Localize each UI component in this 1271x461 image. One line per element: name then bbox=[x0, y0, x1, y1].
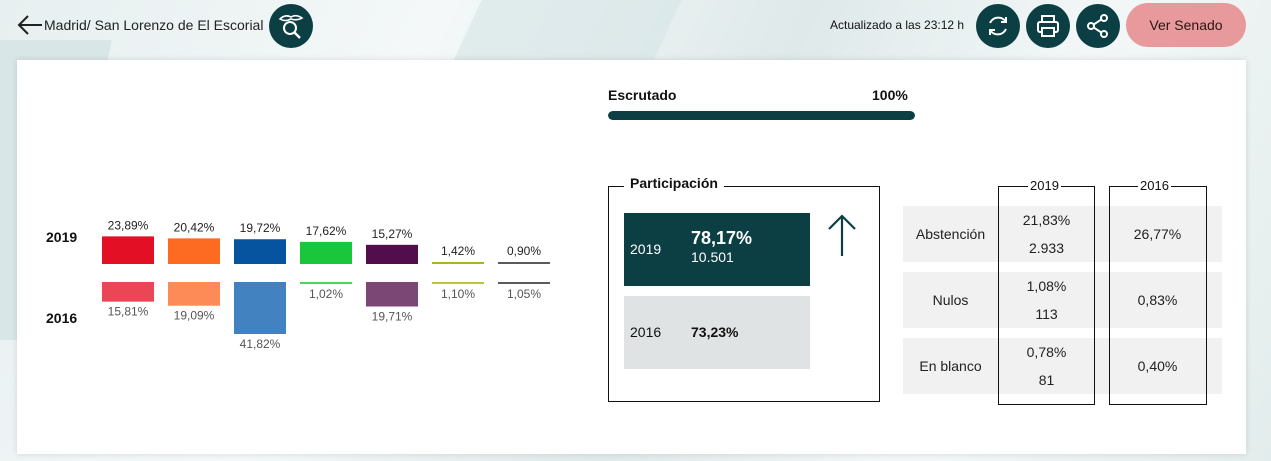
bar-2019 bbox=[234, 239, 286, 264]
column-2019-header: 2019 bbox=[1028, 178, 1061, 193]
column-2016-header: 2016 bbox=[1138, 178, 1171, 193]
nulos-2019-count: 113 bbox=[1035, 306, 1058, 322]
bar-2019 bbox=[432, 262, 484, 264]
row-label-nulos: Nulos bbox=[932, 292, 969, 308]
participacion-2019-pct: 78,17% bbox=[691, 228, 753, 248]
bar-label-2016: 19,09% bbox=[174, 309, 215, 323]
bar-2016 bbox=[234, 282, 286, 334]
series-label-2016: 2016 bbox=[46, 310, 77, 326]
bar-2016 bbox=[168, 282, 220, 306]
en-blanco-2019-count: 81 bbox=[1038, 372, 1055, 388]
table-row-abstencion bbox=[903, 206, 1222, 262]
participacion-2016: 2016 73,23% bbox=[624, 296, 810, 369]
bar-2016 bbox=[366, 282, 418, 307]
participacion-box bbox=[608, 186, 880, 402]
arrow-left-icon bbox=[17, 15, 42, 35]
updated-time: Actualizado a las 23:12 h bbox=[830, 18, 965, 32]
bar-label-2016: 1,05% bbox=[507, 287, 541, 301]
column-2019-box bbox=[998, 186, 1095, 405]
bar-2016 bbox=[300, 282, 352, 284]
bar-2019 bbox=[168, 238, 220, 264]
en-blanco-2016-pct: 0,40% bbox=[1137, 358, 1178, 374]
results-bar-chart: 2019 2016 23,89% 20,42% 19,72% 17,62% 15,27% 1,… bbox=[46, 218, 550, 351]
bar-label-2016: 41,82% bbox=[240, 337, 281, 351]
share-icon bbox=[1087, 14, 1108, 38]
bar-2019 bbox=[366, 244, 418, 264]
refresh-button[interactable] bbox=[976, 4, 1020, 48]
escrutado-progress bbox=[608, 111, 915, 120]
bar-2016 bbox=[432, 282, 484, 284]
bar-label-2016: 15,81% bbox=[108, 305, 149, 319]
arrow-up-icon bbox=[828, 214, 856, 256]
row-label-abstencion: Abstención bbox=[915, 226, 986, 242]
escrutado-progress-fill bbox=[608, 111, 915, 120]
bar-label-2016: 1,10% bbox=[441, 287, 475, 301]
share-button[interactable] bbox=[1076, 4, 1120, 48]
participacion-2019-year: 2019 bbox=[630, 241, 662, 257]
nulos-2019-pct: 1,08% bbox=[1026, 278, 1067, 294]
bar-label-2019: 23,89% bbox=[108, 218, 149, 232]
print-button[interactable] bbox=[1026, 4, 1070, 48]
results-card: 2019 2016 23,89% 20,42% 19,72% 17,62% 15,27% 1,… bbox=[17, 60, 1246, 454]
en-blanco-2019-pct: 0,78% bbox=[1026, 344, 1067, 360]
bar-label-2019: 17,62% bbox=[306, 224, 347, 238]
bar-label-2016: 1,02% bbox=[309, 287, 343, 301]
escrutado-value: 100% bbox=[872, 87, 908, 103]
bar-2019 bbox=[102, 236, 154, 264]
table-row-en-blanco bbox=[903, 338, 1222, 394]
search-map-button[interactable] bbox=[269, 4, 313, 48]
escrutado-label: Escrutado bbox=[608, 87, 677, 103]
bar-label-2019: 15,27% bbox=[372, 227, 413, 241]
search-map-icon bbox=[278, 14, 304, 39]
series-label-2019: 2019 bbox=[46, 229, 77, 245]
bar-label-2019: 1,42% bbox=[441, 244, 475, 258]
nulos-2016-pct: 0,83% bbox=[1137, 292, 1178, 308]
bar-label-2019: 0,90% bbox=[507, 244, 541, 258]
print-icon bbox=[1037, 15, 1059, 37]
column-2016-box bbox=[1109, 186, 1207, 405]
participacion-2016-year: 2016 bbox=[630, 324, 662, 340]
participacion-2016-pct: 73,23% bbox=[691, 324, 739, 340]
bar-label-2019: 19,72% bbox=[240, 221, 281, 235]
abstencion-2016-pct: 26,77% bbox=[1133, 226, 1182, 242]
bar-label-2016: 19,71% bbox=[372, 310, 413, 324]
table-row-nulos bbox=[903, 272, 1222, 328]
bar-2016 bbox=[102, 282, 154, 302]
participacion-title: Participación bbox=[624, 175, 724, 191]
bar-2016 bbox=[498, 282, 550, 284]
ver-senado-button[interactable]: Ver Senado bbox=[1126, 3, 1246, 47]
bar-2019 bbox=[300, 241, 352, 264]
refresh-icon bbox=[989, 16, 1007, 36]
participacion-2019: 2019 78,17% 10.501 bbox=[624, 213, 810, 286]
bar-label-2019: 20,42% bbox=[174, 220, 215, 234]
bar-2019 bbox=[498, 262, 550, 264]
participacion-2019-count: 10.501 bbox=[691, 249, 734, 265]
row-label-en-blanco: En blanco bbox=[919, 358, 982, 374]
abstencion-2019-pct: 21,83% bbox=[1022, 212, 1071, 228]
abstencion-2019-count: 2.933 bbox=[1028, 240, 1065, 256]
back-button[interactable] bbox=[16, 12, 44, 38]
breadcrumb[interactable]: Madrid/ San Lorenzo de El Escorial bbox=[44, 17, 264, 33]
